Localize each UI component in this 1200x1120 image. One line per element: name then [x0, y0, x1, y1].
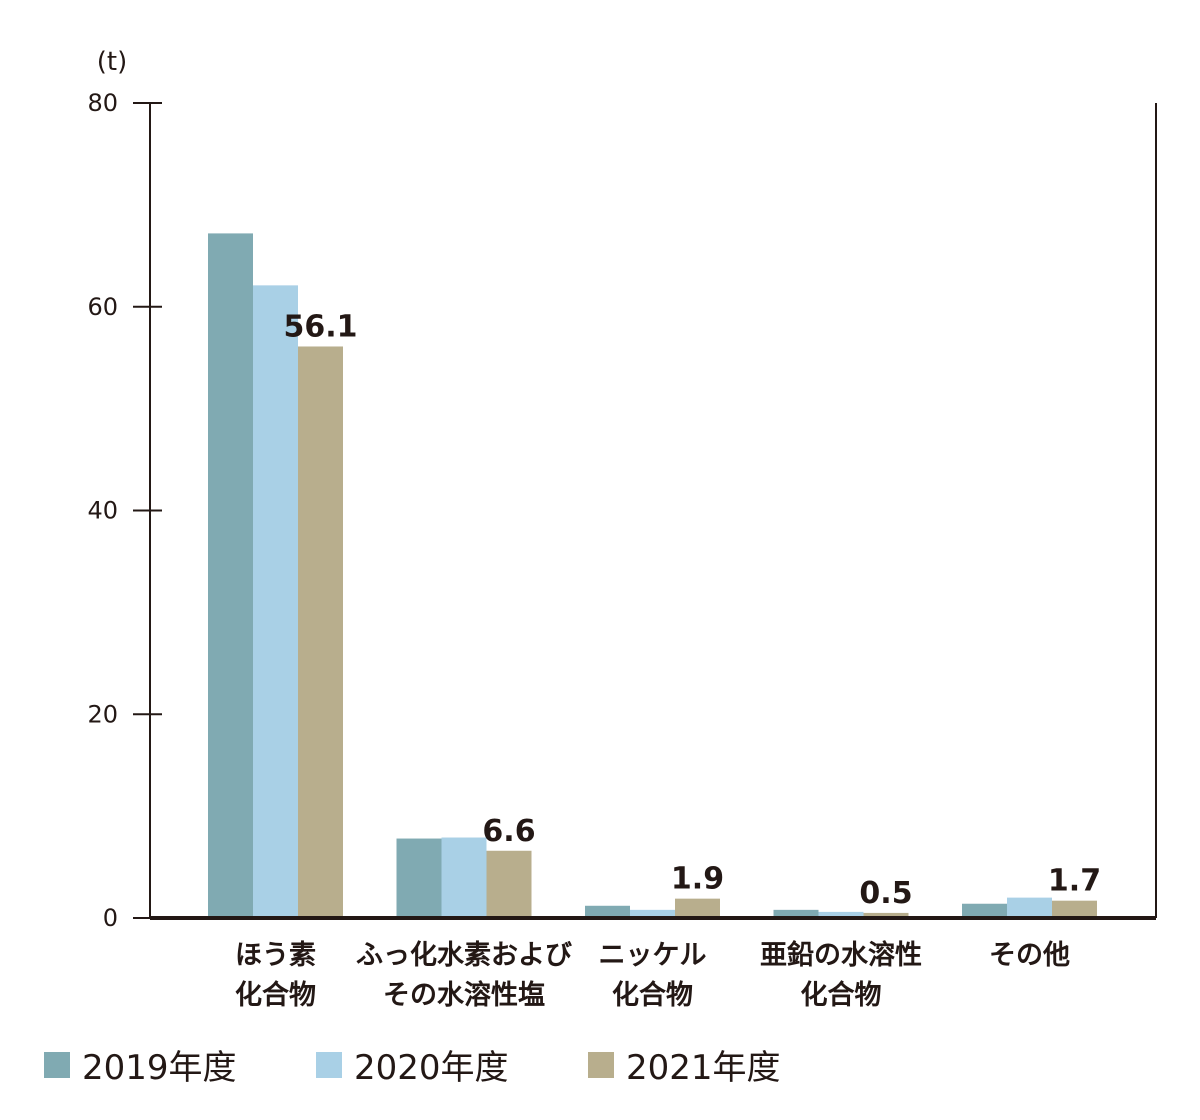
category-label: ニッケル [599, 940, 707, 971]
bar-2021年度-0 [298, 346, 343, 918]
bar-2020年度-1 [441, 837, 487, 918]
y-tick-label: 60 [87, 293, 118, 321]
bar-2019年度-0 [208, 233, 253, 918]
y-tick-label: 0 [103, 904, 118, 932]
bar-2019年度-1 [396, 838, 442, 918]
bar-2020年度-0 [253, 285, 298, 918]
legend-swatch-2019 [44, 1051, 70, 1078]
y-tick-label: 80 [87, 89, 118, 117]
bar-2019年度-3 [773, 909, 819, 918]
legend-swatch-2020 [316, 1051, 342, 1078]
data-label: 1.9 [671, 862, 724, 897]
bar-2020年度-2 [630, 909, 675, 918]
bar-2020年度-3 [818, 911, 864, 918]
y-tick-label: 40 [87, 497, 118, 525]
legend-label-2021: 2021年度 [626, 1048, 781, 1088]
category-label: 化合物 [235, 979, 316, 1011]
bar-2021年度-1 [486, 850, 532, 918]
category-label: ふっ化水素および [356, 940, 572, 971]
data-label: 0.5 [859, 876, 912, 911]
category-label: 化合物 [801, 979, 882, 1011]
y-axis-unit-label: (t) [97, 47, 127, 77]
bar-2019年度-4 [962, 903, 1007, 918]
category-label: 化合物 [612, 979, 693, 1011]
legend-label-2020: 2020年度 [354, 1048, 509, 1088]
data-label: 1.7 [1048, 864, 1101, 899]
legend-swatch-2021 [588, 1051, 614, 1078]
legend-item-2020: 2020年度 [316, 1040, 588, 1089]
data-label: 56.1 [283, 309, 357, 344]
legend-item-2021: 2021年度 [588, 1040, 860, 1089]
category-label: ほう素 [235, 940, 316, 971]
bar-2019年度-2 [585, 905, 630, 918]
bar-2021年度-2 [675, 898, 720, 918]
legend-item-2019: 2019年度 [44, 1040, 316, 1089]
bar-2021年度-4 [1052, 900, 1097, 918]
category-label: その他 [989, 940, 1070, 971]
bar-2021年度-3 [863, 912, 909, 918]
data-label: 6.6 [482, 814, 535, 849]
y-tick-label: 20 [87, 700, 118, 728]
legend-label-2019: 2019年度 [82, 1048, 237, 1088]
category-label: その水溶性塩 [383, 979, 545, 1011]
bar-2020年度-4 [1007, 897, 1052, 918]
legend: 2019年度 2020年度 2021年度 [44, 1040, 860, 1089]
category-label: 亜鉛の水溶性 [760, 939, 922, 971]
